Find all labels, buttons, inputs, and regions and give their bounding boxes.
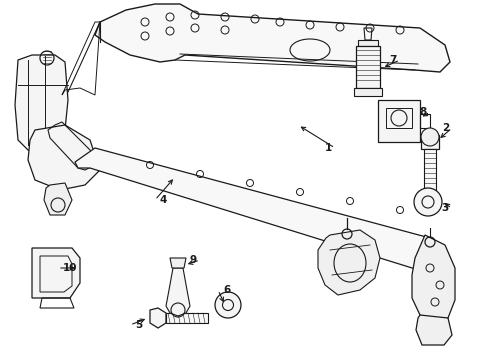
Polygon shape [355, 46, 379, 88]
Polygon shape [420, 135, 438, 149]
Text: 7: 7 [389, 55, 396, 65]
Polygon shape [28, 125, 100, 190]
Text: 3: 3 [441, 203, 448, 213]
Text: 5: 5 [135, 320, 142, 330]
Text: 9: 9 [189, 255, 197, 265]
Circle shape [215, 292, 241, 318]
Polygon shape [165, 313, 207, 323]
Text: 8: 8 [419, 107, 426, 117]
Circle shape [413, 188, 441, 216]
Text: 1: 1 [324, 143, 331, 153]
Polygon shape [377, 100, 419, 142]
Polygon shape [32, 248, 80, 298]
Polygon shape [170, 258, 185, 268]
Polygon shape [150, 308, 165, 328]
Text: 6: 6 [223, 285, 230, 295]
Text: 2: 2 [441, 123, 448, 133]
Circle shape [420, 128, 438, 146]
Text: 10: 10 [63, 263, 77, 273]
Polygon shape [44, 183, 72, 215]
Polygon shape [357, 40, 377, 46]
Polygon shape [411, 235, 454, 322]
Polygon shape [75, 148, 447, 276]
Text: 4: 4 [160, 195, 167, 205]
Polygon shape [95, 4, 449, 72]
Polygon shape [353, 88, 381, 96]
Polygon shape [15, 55, 68, 155]
Polygon shape [423, 149, 435, 190]
Polygon shape [165, 268, 190, 316]
Polygon shape [415, 315, 451, 345]
Polygon shape [317, 230, 379, 295]
